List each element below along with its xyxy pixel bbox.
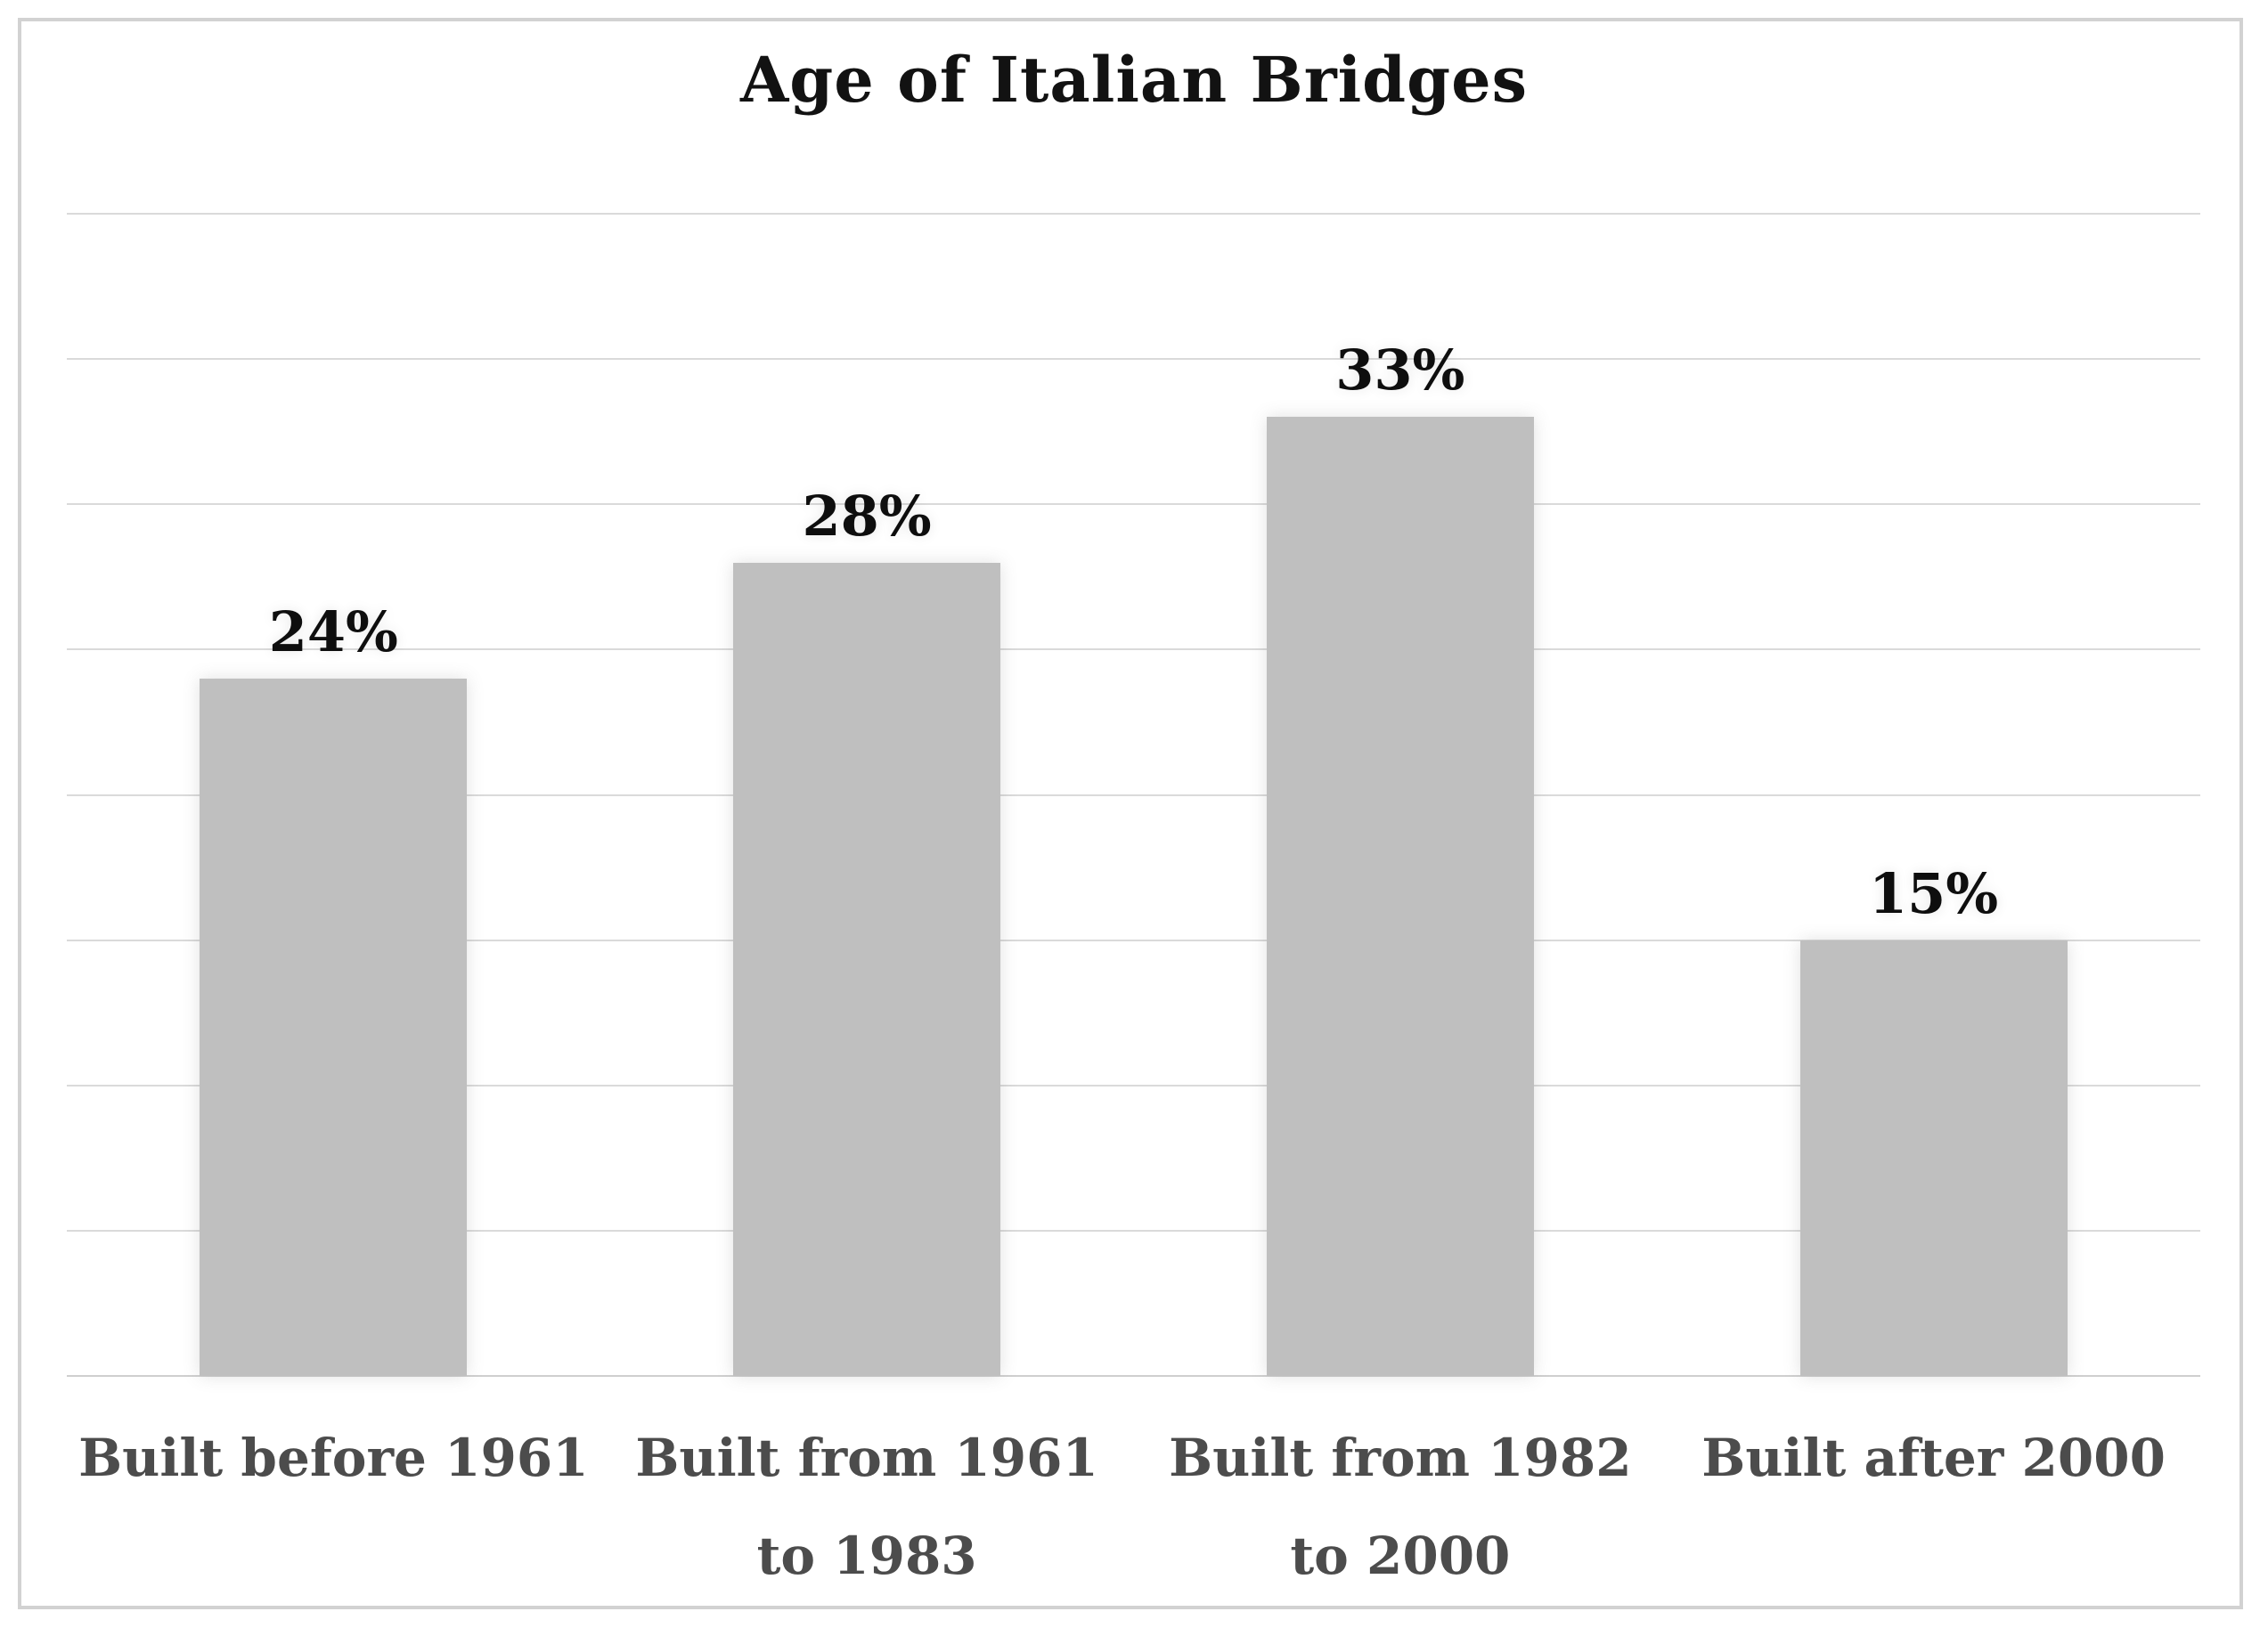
bar-value-label: 15% [1869, 860, 1999, 926]
bar-value-label: 24% [268, 599, 398, 664]
category-label: Built from 1982 to 2000 [1169, 1428, 1632, 1587]
gridline [67, 358, 2200, 361]
category-cell: Built from 1961 to 1983 [600, 1409, 1134, 1605]
gridline [67, 503, 2200, 506]
bars-row: 24% 28% 33% 15% [67, 214, 2200, 1376]
gridline [67, 794, 2200, 796]
bar-slot: 15% [1667, 214, 2200, 1376]
category-label: Built before 1961 [78, 1428, 589, 1488]
bar [1799, 940, 2068, 1376]
bar-slot: 28% [600, 214, 1134, 1376]
bar [200, 679, 468, 1376]
category-axis: Built before 1961 Built from 1961 to 1983… [67, 1409, 2200, 1605]
category-cell: Built from 1982 to 2000 [1134, 1409, 1668, 1605]
gridline [67, 1084, 2200, 1087]
bar-slot: 24% [67, 214, 600, 1376]
gridline [67, 939, 2200, 941]
category-label: Built from 1961 to 1983 [635, 1428, 1098, 1587]
bar [1266, 417, 1534, 1376]
bar [733, 562, 1001, 1376]
category-cell: Built after 2000 [1667, 1409, 2200, 1507]
category-cell: Built before 1961 [67, 1409, 600, 1507]
plot-area: 24% 28% 33% 15% [67, 213, 2200, 1377]
bar-value-label: 28% [802, 483, 932, 549]
category-label: Built after 2000 [1701, 1428, 2166, 1488]
bar-value-label: 33% [1335, 338, 1465, 403]
gridline [67, 1229, 2200, 1232]
gridline [67, 1375, 2200, 1377]
chart-title: Age of Italian Bridges [739, 43, 1529, 117]
bar-slot: 33% [1134, 214, 1668, 1376]
gridline [67, 648, 2200, 651]
gridline [67, 213, 2200, 215]
